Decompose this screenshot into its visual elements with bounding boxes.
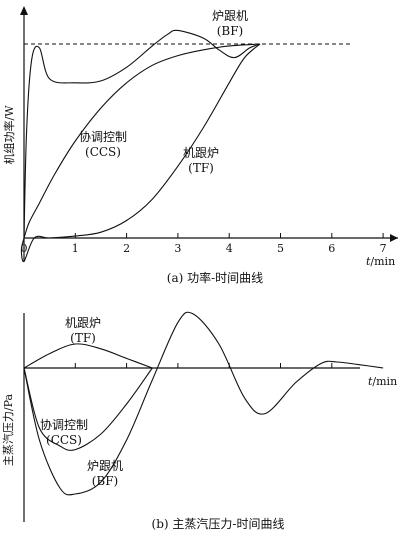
y-axis-label: 机组功率/W (2, 105, 16, 165)
series-labels: 炉跟机(BF) 协调控制(CCS) 机跟炉(TF) (79, 9, 248, 175)
x-tick-label: 1 (72, 242, 79, 255)
x-axis-arrow (390, 234, 398, 242)
x-ticks (74, 363, 333, 368)
series-line-bf (23, 29, 261, 239)
x-tick-label: 0 (21, 242, 28, 255)
series-label-bf: 炉跟机 (212, 9, 248, 23)
x-tick-label: 6 (328, 242, 335, 255)
series-line-ccs (23, 367, 153, 451)
series-labels: 机跟炉(TF) 协调控制(CCS) 炉跟机(BF) (40, 316, 123, 488)
series-label-tf: 机跟炉 (65, 316, 101, 330)
x-axis-label: t/min (368, 375, 397, 388)
x-tick-label: 5 (277, 242, 284, 255)
series-line-tf (20, 43, 261, 263)
series-label-ccs: (CCS) (46, 433, 82, 447)
series-line-tf (23, 343, 153, 369)
series-label-bf: 炉跟机 (87, 459, 123, 473)
series-label-tf: (TF) (188, 161, 214, 175)
y-axis-arrow (20, 6, 28, 15)
x-tick-label: 3 (174, 242, 181, 255)
series-group (23, 311, 384, 496)
series-group (20, 29, 261, 263)
series-line-bf (23, 311, 384, 496)
series-label-bf: (BF) (217, 24, 244, 38)
series-label-tf: 机跟炉 (183, 146, 219, 160)
chart-pressure: 主蒸汽压力/Pa 机跟炉(TF) 协调控制(CCS) 炉跟机(BF) t/min (… (1, 311, 397, 531)
x-tick-label: 7 (380, 242, 387, 255)
series-line-ccs (23, 43, 261, 239)
chart-title: (a) 功率-时间曲线 (167, 270, 263, 285)
x-ticks: 0 1 2 3 4 5 6 7 (21, 233, 387, 255)
series-label-bf: (BF) (92, 474, 119, 488)
chart-title: (b) 主蒸汽压力-时间曲线 (152, 516, 285, 531)
series-label-ccs: 协调控制 (40, 417, 88, 432)
x-tick-label: 4 (226, 242, 233, 255)
series-label-ccs: (CCS) (85, 145, 121, 159)
y-axis-label: 主蒸汽压力/Pa (1, 393, 15, 466)
x-tick-label: 2 (123, 242, 130, 255)
series-label-tf: (TF) (70, 331, 96, 345)
series-label-ccs: 协调控制 (79, 129, 127, 144)
x-axis-label: t/min (366, 255, 395, 268)
